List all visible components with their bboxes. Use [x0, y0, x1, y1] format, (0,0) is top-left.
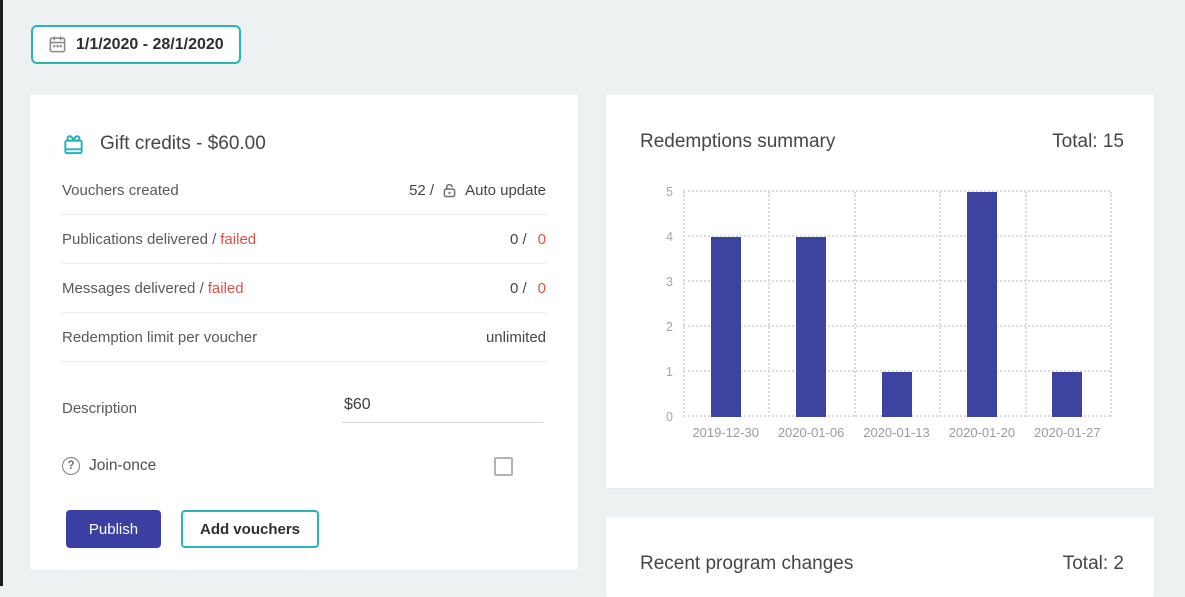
- gridline: [1024, 192, 1027, 417]
- question-icon[interactable]: ?: [62, 457, 80, 475]
- chart-x-axis: 2019-12-30 2020-01-06 2020-01-13 2020-01-20…: [683, 425, 1110, 445]
- y-axis-tick: 2: [666, 320, 673, 334]
- gridline: [683, 370, 1110, 372]
- x-axis-tick: 2019-12-30: [692, 425, 759, 440]
- join-once-checkbox[interactable]: [494, 456, 513, 476]
- stat-value: 52 / Auto update: [409, 182, 546, 199]
- y-axis-tick: 1: [666, 365, 673, 379]
- bar: [1052, 372, 1083, 417]
- stat-value: 0 / 0: [510, 280, 546, 297]
- description-row: Description: [62, 384, 546, 432]
- actions-row: Publish Add vouchers: [66, 510, 546, 548]
- stat-label: Publications delivered / failed: [62, 231, 256, 248]
- stat-label: Messages delivered / failed: [62, 280, 244, 297]
- delivered-count: 0 /: [509, 230, 527, 248]
- stat-value: unlimited: [485, 328, 546, 346]
- stat-label-main: Publications delivered /: [62, 230, 217, 248]
- gridline: [683, 192, 685, 417]
- redemptions-total: Total: 15: [1052, 131, 1124, 152]
- gridline: [683, 325, 1110, 327]
- stat-label-main: Messages delivered /: [62, 279, 204, 297]
- y-axis-tick: 5: [666, 185, 673, 199]
- stat-label: Vouchers created: [62, 181, 179, 199]
- join-once-label: Join-once: [89, 457, 157, 474]
- stat-row-vouchers-created: Vouchers created 52 / Auto update: [62, 166, 546, 215]
- gridline: [1110, 192, 1112, 417]
- gift-card-title: Gift credits - $60.00: [100, 133, 266, 154]
- chart-plot: [683, 190, 1112, 417]
- stat-row-messages: Messages delivered / failed 0 / 0: [62, 264, 546, 313]
- bar: [710, 237, 741, 417]
- join-once-row: ? Join-once: [62, 446, 546, 486]
- redemptions-card: Redemptions summary Total: 15 0 1 2 3 4 5 201…: [606, 95, 1154, 488]
- y-axis-tick: 3: [666, 275, 673, 289]
- delivered-count: 0 /: [509, 279, 527, 297]
- gridline: [683, 280, 1110, 282]
- x-axis-tick: 2020-01-20: [948, 425, 1016, 440]
- stat-value: 0 / 0: [510, 231, 546, 248]
- calendar-icon: [48, 35, 67, 54]
- gift-card-header: Gift credits - $60.00: [62, 95, 546, 166]
- gridline: [853, 192, 856, 417]
- date-range-picker[interactable]: 1/1/2020 - 28/1/2020: [31, 25, 241, 64]
- bar: [796, 237, 827, 417]
- bar: [881, 372, 912, 417]
- failed-count: 0: [537, 230, 546, 248]
- stat-label: Redemption limit per voucher: [62, 328, 258, 346]
- gridline: [768, 192, 771, 417]
- failed-count: 0: [537, 279, 546, 297]
- recent-changes-card: Recent program changes Total: 2: [606, 517, 1154, 597]
- bar: [966, 192, 997, 417]
- redemptions-header: Redemptions summary Total: 15: [606, 95, 1154, 162]
- x-axis-tick: 2020-01-06: [777, 425, 845, 440]
- add-vouchers-button[interactable]: Add vouchers: [181, 510, 319, 548]
- y-axis-tick: 0: [666, 410, 673, 424]
- x-axis-tick: 2020-01-27: [1034, 425, 1101, 440]
- recent-changes-header: Recent program changes Total: 2: [606, 517, 1154, 584]
- chart-y-axis: 0 1 2 3 4 5: [606, 185, 673, 424]
- window-left-edge: [0, 0, 3, 586]
- stat-label-failed: failed: [207, 279, 244, 297]
- recent-changes-total: Total: 2: [1062, 553, 1124, 574]
- gift-credits-card: Gift credits - $60.00 Vouchers created 5…: [30, 95, 578, 570]
- y-axis-tick: 4: [666, 230, 673, 244]
- description-label: Description: [62, 399, 138, 417]
- redemptions-title: Redemptions summary: [640, 131, 836, 152]
- unlock-icon[interactable]: [441, 182, 458, 199]
- date-range-label: 1/1/2020 - 28/1/2020: [76, 35, 224, 53]
- gift-icon: [62, 133, 85, 156]
- description-input[interactable]: [342, 393, 543, 423]
- x-axis-tick: 2020-01-13: [863, 425, 930, 440]
- vouchers-count: 52 /: [409, 181, 435, 199]
- gridline: [939, 192, 942, 417]
- recent-changes-title: Recent program changes: [640, 553, 854, 574]
- auto-update-label: Auto update: [465, 181, 546, 199]
- gridline: [683, 190, 1110, 192]
- stat-label-failed: failed: [220, 230, 257, 248]
- publish-button[interactable]: Publish: [66, 510, 161, 548]
- stat-row-publications: Publications delivered / failed 0 / 0: [62, 215, 546, 264]
- gridline: [683, 235, 1110, 237]
- stat-row-redemption-limit: Redemption limit per voucher unlimited: [62, 313, 546, 362]
